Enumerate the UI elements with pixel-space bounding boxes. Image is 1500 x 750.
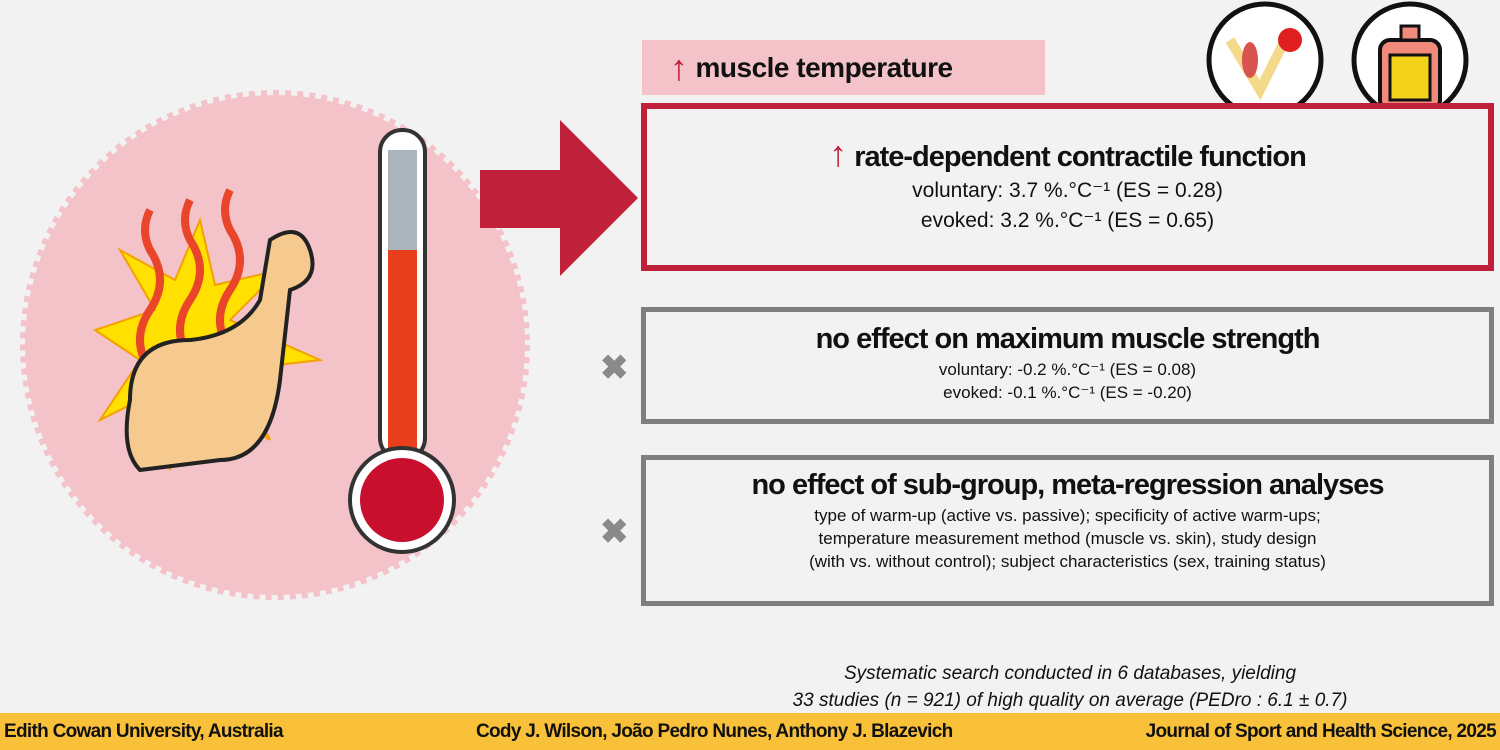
cross-icon: ✖ — [600, 513, 629, 551]
elbow-muscle-icon — [1206, 1, 1324, 119]
analysis-line: temperature measurement method (muscle v… — [818, 529, 1317, 548]
evoked-result: evoked: -0.1 %.°C⁻¹ (ES = -0.20) — [943, 383, 1192, 402]
analysis-line: (with vs. without control); subject char… — [809, 552, 1326, 571]
summary-line: 33 studies (n = 921) of high quality on … — [792, 690, 1348, 711]
thermometer-icon — [348, 128, 456, 554]
institution: Edith Cowan University, Australia — [4, 720, 284, 742]
flexed-arm-icon — [124, 230, 315, 473]
up-arrow-icon: ↑ — [829, 133, 847, 174]
summary-line: Systematic search conducted in 6 databas… — [843, 663, 1297, 684]
evoked-result: evoked: 3.2 %.°C⁻¹ (ES = 0.65) — [920, 209, 1215, 232]
muscle-strength-box: no effect on maximum muscle strength vol… — [641, 307, 1494, 424]
authors: Cody J. Wilson, João Pedro Nunes, Anthon… — [475, 720, 953, 742]
box-title: rate-dependent contractile function — [854, 141, 1307, 173]
right-arrow-icon — [480, 120, 638, 276]
voluntary-result: voluntary: 3.7 %.°C⁻¹ (ES = 0.28) — [912, 179, 1223, 202]
cross-icon: ✖ — [600, 349, 629, 387]
journal: Journal of Sport and Health Science, 202… — [1145, 720, 1497, 742]
analysis-line: type of warm-up (active vs. passive); sp… — [814, 506, 1321, 525]
box-title: no effect on maximum muscle strength — [815, 323, 1321, 355]
footer-bar: Edith Cowan University, Australia Cody J… — [0, 713, 1500, 750]
muscle-warmup-illustration — [20, 90, 530, 600]
voluntary-result: voluntary: -0.2 %.°C⁻¹ (ES = 0.08) — [938, 360, 1197, 379]
subgroup-analyses-box: no effect of sub-group, meta-regression … — [641, 455, 1494, 606]
up-arrow-icon: ↑ — [670, 46, 688, 88]
box-title: no effect of sub-group, meta-regression … — [751, 469, 1384, 501]
search-summary: Systematic search conducted in 6 databas… — [640, 660, 1500, 714]
heat-arrows-icon — [136, 188, 244, 373]
muscle-temperature-badge: ↑ muscle temperature — [642, 40, 1045, 95]
hot-water-bottle-icon — [1351, 1, 1469, 119]
badge-text: muscle temperature — [695, 51, 954, 83]
illustration-circles — [1206, 1, 1469, 119]
contractile-function-box: ↑ rate-dependent contractile function vol… — [641, 103, 1494, 271]
